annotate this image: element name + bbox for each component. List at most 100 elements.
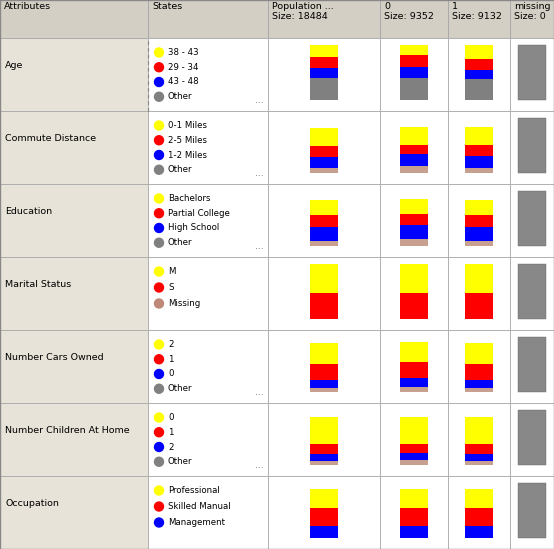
Bar: [465, 363, 493, 380]
Bar: [148, 111, 268, 184]
Text: 38 - 43: 38 - 43: [168, 48, 199, 57]
Bar: [268, 184, 380, 257]
Bar: [465, 489, 493, 508]
Text: 1-2 Miles: 1-2 Miles: [168, 150, 207, 160]
Bar: [310, 380, 338, 388]
Circle shape: [155, 413, 163, 422]
Bar: [510, 184, 554, 257]
Bar: [310, 388, 338, 392]
Bar: [448, 257, 510, 330]
Bar: [268, 330, 380, 403]
Bar: [310, 526, 338, 538]
Bar: [148, 184, 268, 257]
Text: ...: ...: [255, 461, 264, 470]
Circle shape: [155, 369, 163, 378]
Bar: [380, 38, 448, 111]
Circle shape: [155, 340, 163, 349]
Bar: [400, 444, 428, 453]
Circle shape: [155, 238, 163, 247]
Bar: [400, 78, 428, 100]
Text: Number Cars Owned: Number Cars Owned: [5, 353, 104, 362]
Bar: [400, 489, 428, 508]
Bar: [510, 111, 554, 184]
Text: 1: 1: [168, 428, 173, 437]
Bar: [148, 0, 268, 38]
Bar: [380, 184, 448, 257]
Bar: [465, 79, 493, 100]
Bar: [465, 417, 493, 444]
Bar: [465, 215, 493, 227]
Bar: [310, 46, 338, 57]
Bar: [310, 215, 338, 227]
Bar: [148, 38, 268, 111]
Circle shape: [155, 442, 163, 451]
Bar: [400, 225, 428, 239]
Circle shape: [155, 384, 163, 393]
Bar: [400, 239, 428, 246]
Bar: [0, 184, 148, 257]
Text: Professional: Professional: [168, 486, 220, 495]
Bar: [465, 526, 493, 538]
Bar: [380, 257, 448, 330]
Bar: [268, 403, 380, 476]
Bar: [400, 293, 428, 319]
Bar: [268, 476, 380, 549]
Bar: [465, 227, 493, 240]
Text: 0-1 Miles: 0-1 Miles: [168, 121, 207, 130]
Text: Population ...
Size: 18484: Population ... Size: 18484: [272, 2, 334, 21]
Bar: [448, 38, 510, 111]
Bar: [380, 0, 448, 38]
Text: Commute Distance: Commute Distance: [5, 135, 96, 143]
Bar: [310, 264, 338, 293]
Text: M: M: [168, 267, 176, 276]
Text: States: States: [152, 2, 182, 11]
Bar: [465, 59, 493, 70]
Bar: [510, 38, 554, 111]
Bar: [310, 454, 338, 461]
Bar: [465, 343, 493, 363]
Text: 0: 0: [168, 369, 173, 378]
Bar: [310, 227, 338, 240]
Bar: [148, 403, 268, 476]
Text: 29 - 34: 29 - 34: [168, 63, 198, 72]
Circle shape: [155, 428, 163, 437]
Bar: [400, 341, 428, 362]
Circle shape: [155, 267, 163, 276]
Text: S: S: [168, 283, 173, 292]
Bar: [310, 68, 338, 78]
Bar: [268, 111, 380, 184]
Bar: [400, 55, 428, 67]
Bar: [310, 293, 338, 319]
Text: Number Children At Home: Number Children At Home: [5, 426, 130, 435]
Circle shape: [155, 48, 163, 57]
Bar: [465, 461, 493, 465]
Bar: [400, 378, 428, 386]
Bar: [448, 111, 510, 184]
Circle shape: [155, 223, 163, 232]
Bar: [310, 127, 338, 145]
Text: ...: ...: [255, 96, 264, 105]
Text: ...: ...: [255, 169, 264, 178]
Bar: [400, 166, 428, 173]
Bar: [448, 0, 510, 38]
Bar: [310, 363, 338, 380]
Bar: [310, 508, 338, 526]
Bar: [518, 483, 546, 538]
Bar: [518, 264, 546, 319]
Text: Age: Age: [5, 61, 23, 70]
Bar: [0, 38, 148, 111]
Circle shape: [155, 136, 163, 145]
Bar: [0, 330, 148, 403]
Bar: [465, 454, 493, 461]
Bar: [400, 460, 428, 465]
Bar: [465, 46, 493, 59]
Text: Other: Other: [168, 165, 192, 174]
Bar: [310, 200, 338, 215]
Circle shape: [155, 299, 163, 308]
Circle shape: [155, 92, 163, 101]
Text: 0
Size: 9352: 0 Size: 9352: [384, 2, 434, 21]
Circle shape: [155, 502, 163, 511]
Bar: [310, 461, 338, 465]
Bar: [465, 70, 493, 79]
Circle shape: [155, 77, 163, 87]
